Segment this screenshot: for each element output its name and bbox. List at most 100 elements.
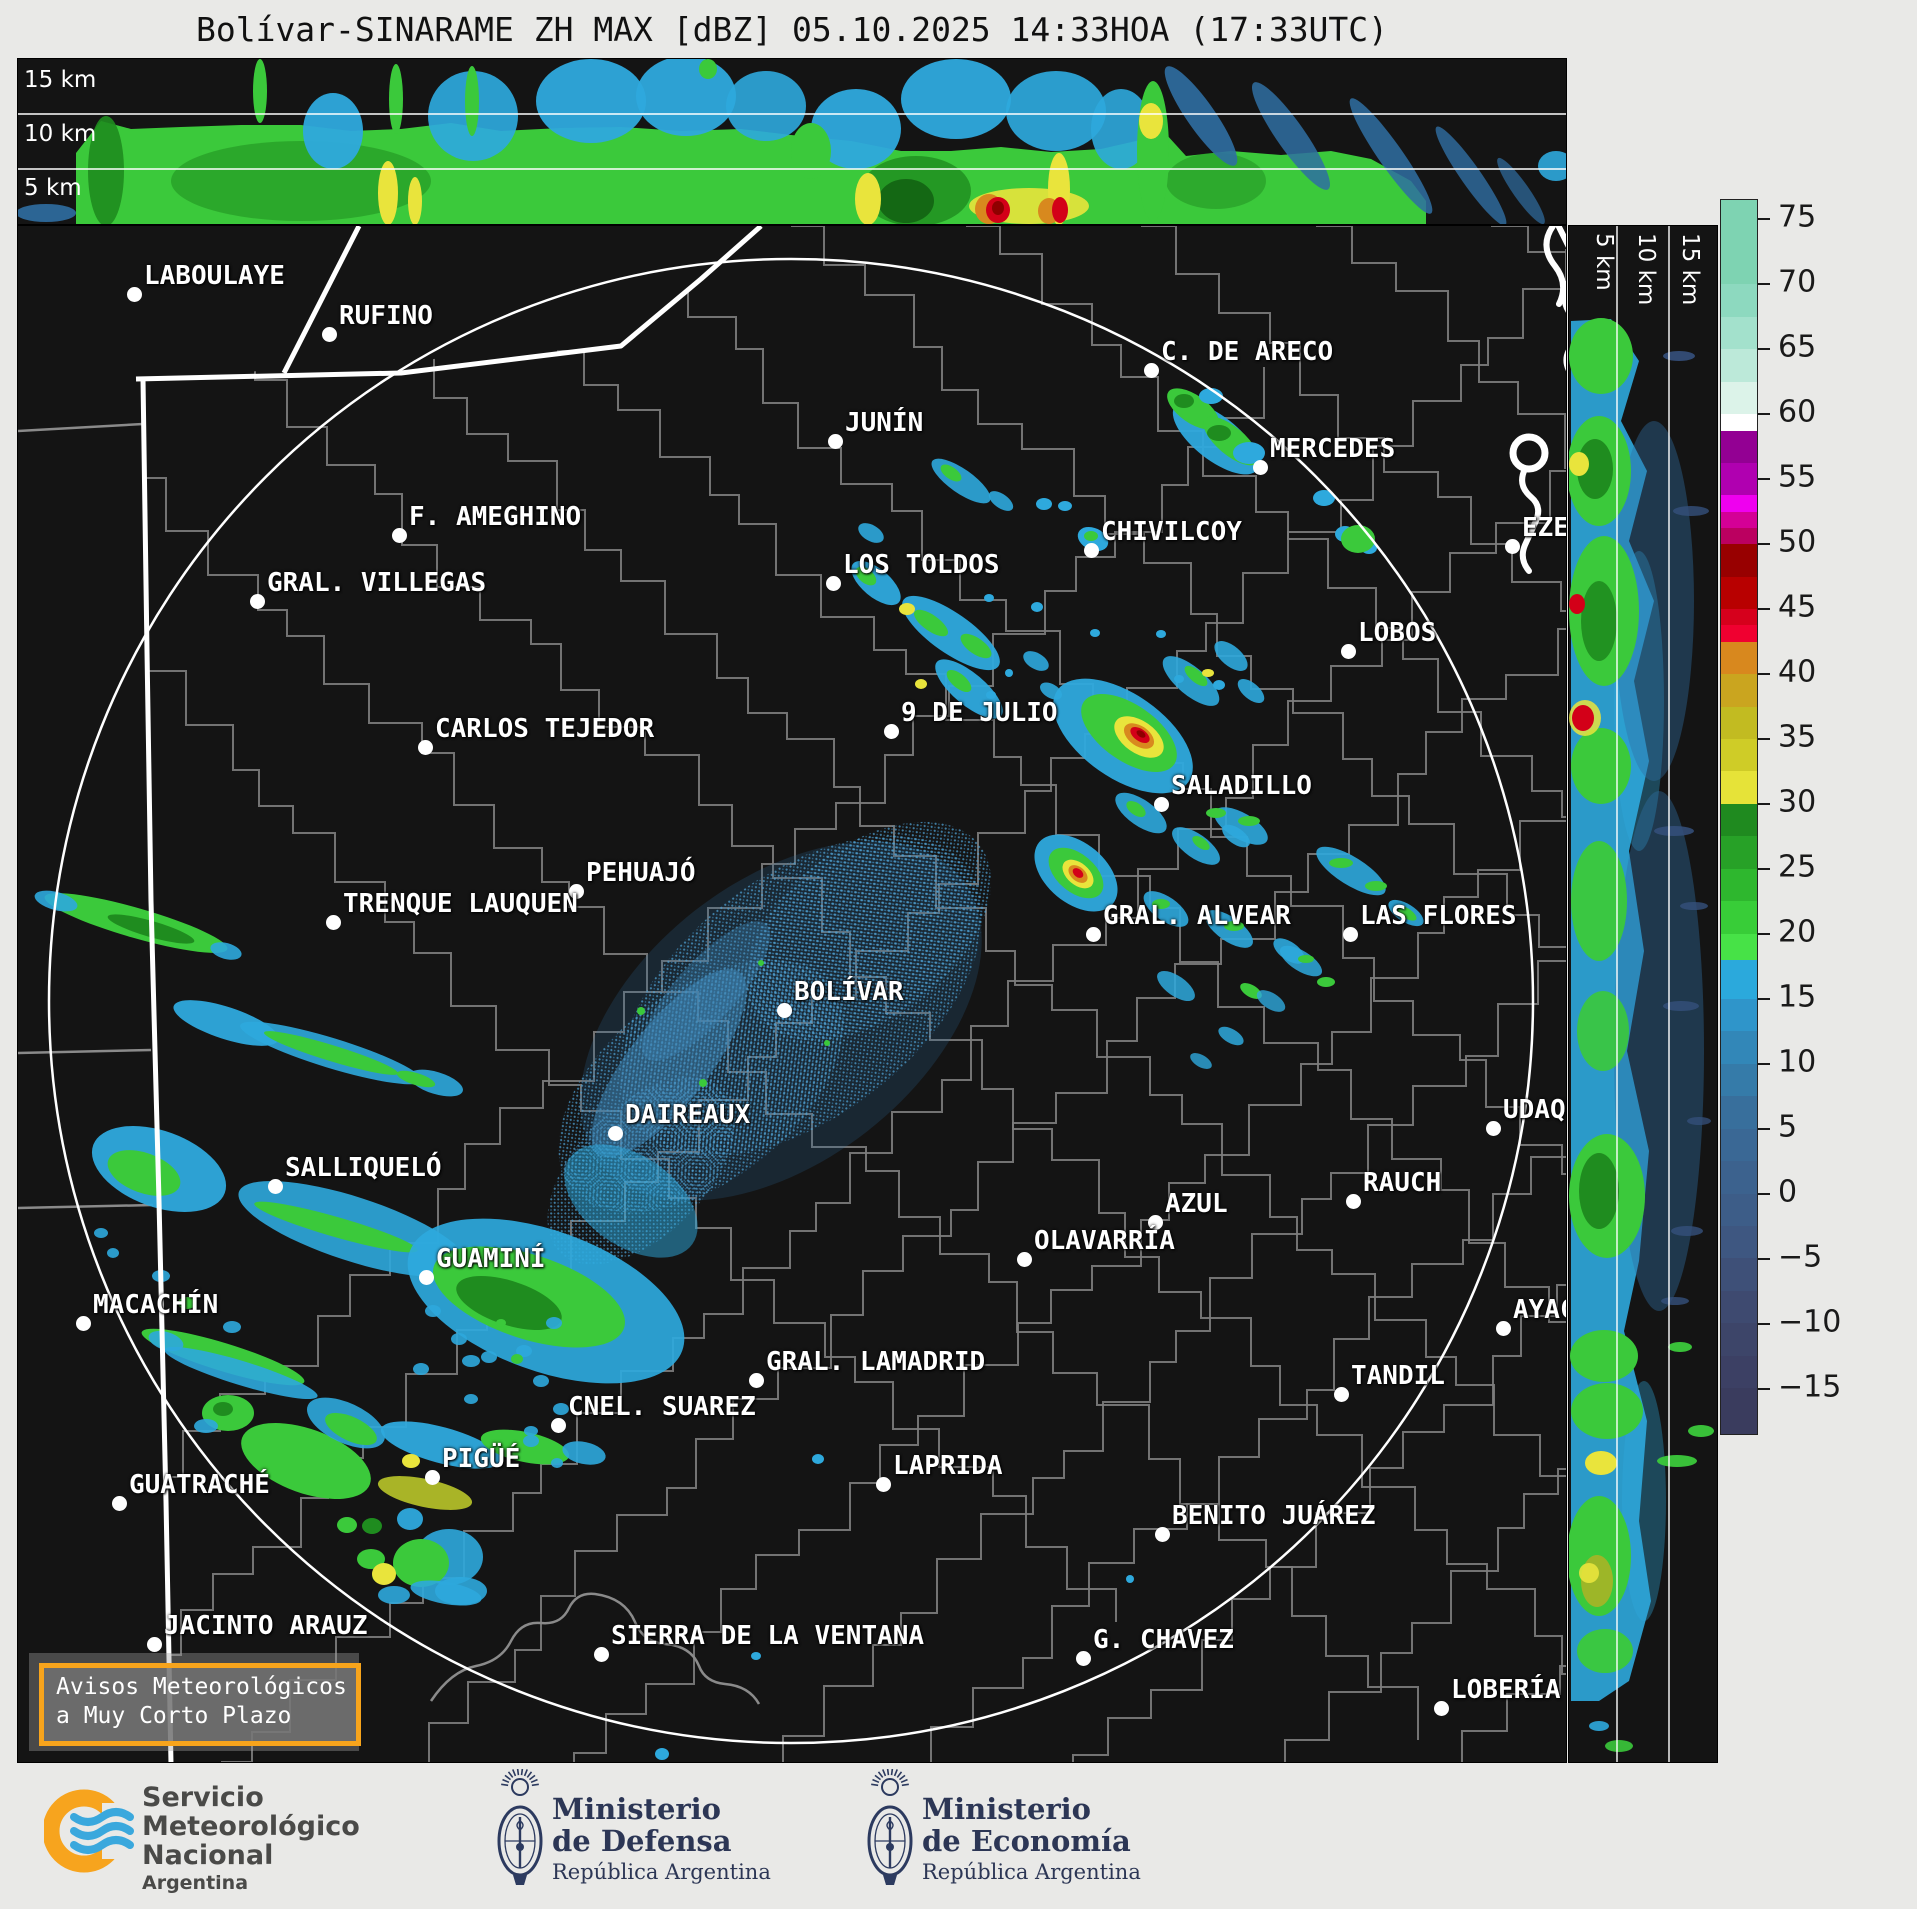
radar-echo bbox=[1577, 439, 1613, 499]
city-label: LOBERÍA bbox=[1451, 1675, 1561, 1705]
radar-echo bbox=[18, 204, 76, 222]
colorbar-segment bbox=[1721, 1388, 1757, 1434]
defensa-line1: Ministerio bbox=[552, 1792, 722, 1826]
colorbar-segment bbox=[1721, 381, 1757, 415]
radar-echo bbox=[562, 1441, 606, 1465]
side-cross-section-panel: 5 km 10 km 15 km bbox=[1568, 225, 1718, 1763]
radar-echo bbox=[1581, 581, 1617, 661]
city-dot bbox=[1486, 1121, 1501, 1136]
weather-warnings-badge-border[interactable]: Avisos Meteorológicos a Muy Corto Plazo bbox=[39, 1663, 361, 1746]
defensa-line2: de Defensa bbox=[552, 1824, 732, 1858]
radar-echo bbox=[1654, 826, 1694, 836]
county-boundary-extra bbox=[18, 422, 144, 433]
colorbar-segment bbox=[1721, 738, 1757, 772]
radar-echo bbox=[516, 1345, 532, 1357]
radar-echo bbox=[855, 566, 877, 586]
radar-echo bbox=[377, 1476, 473, 1510]
colorbar-tick-label: −15 bbox=[1778, 1368, 1842, 1404]
radar-echo bbox=[1661, 1297, 1689, 1305]
colorbar-tick bbox=[1758, 1322, 1770, 1325]
radar-echo bbox=[88, 116, 124, 224]
radar-echo bbox=[451, 1333, 467, 1345]
radar-echo bbox=[758, 960, 764, 966]
city-label: LABOULAYE bbox=[144, 261, 285, 291]
radar-echo bbox=[946, 669, 972, 693]
radar-echo bbox=[1329, 858, 1353, 868]
weather-warnings-badge[interactable]: Avisos Meteorológicos a Muy Corto Plazo bbox=[29, 1653, 361, 1751]
footer: Servicio Meteorológico Nacional Argentin… bbox=[0, 1765, 1917, 1909]
colorbar-tick-label: 0 bbox=[1778, 1174, 1798, 1210]
city-label: CHIVILCOY bbox=[1101, 517, 1242, 547]
colorbar-tick bbox=[1758, 673, 1770, 676]
radar-echo bbox=[1680, 902, 1708, 910]
radar-echo bbox=[1174, 394, 1194, 408]
city-dot bbox=[326, 915, 341, 930]
radar-echo bbox=[303, 93, 363, 169]
smn-line1: Servicio bbox=[142, 1782, 264, 1813]
radar-echo bbox=[389, 64, 403, 134]
colorbar-segment bbox=[1721, 771, 1757, 804]
radar-echo bbox=[960, 633, 992, 659]
colorbar-segment bbox=[1721, 901, 1757, 934]
radar-echo bbox=[178, 1297, 196, 1309]
radar-echo bbox=[1571, 1383, 1643, 1439]
colorbar-tick bbox=[1758, 1062, 1770, 1065]
city-label: BOLÍVAR bbox=[794, 977, 904, 1007]
radar-echo bbox=[337, 1517, 357, 1533]
colorbar-segment bbox=[1721, 1290, 1757, 1324]
city-dot bbox=[1086, 927, 1101, 942]
colorbar-tick bbox=[1758, 1257, 1770, 1260]
colorbar-segment bbox=[1721, 641, 1757, 675]
radar-echo bbox=[791, 123, 831, 179]
city-dot bbox=[1144, 363, 1159, 378]
colorbar-segment bbox=[1721, 1063, 1757, 1097]
radar-echo bbox=[372, 1563, 396, 1585]
city-label: GRAL. VILLEGAS bbox=[267, 568, 487, 598]
city-dot bbox=[594, 1647, 609, 1662]
radar-echo bbox=[1572, 705, 1594, 731]
colorbar-tick bbox=[1758, 803, 1770, 805]
radar-echo bbox=[465, 66, 479, 136]
city-label: CNEL. SUAREZ bbox=[568, 1392, 756, 1422]
radar-echo bbox=[1224, 921, 1244, 931]
km-axis-label: 10 km bbox=[24, 121, 96, 147]
colorbar-tick-label: 65 bbox=[1778, 329, 1817, 365]
radar-echo bbox=[1668, 1342, 1692, 1352]
radar-echo bbox=[901, 59, 1011, 139]
radar-echo bbox=[325, 1412, 377, 1446]
radar-echo bbox=[1023, 651, 1049, 671]
colorbar-tick bbox=[1758, 997, 1770, 1000]
radar-echo bbox=[1687, 1117, 1711, 1125]
radar-echo bbox=[253, 59, 267, 123]
radar-echo bbox=[1570, 1330, 1638, 1382]
radar-echo bbox=[1435, 126, 1507, 224]
radar-echo bbox=[591, 969, 747, 1157]
colorbar-tick bbox=[1758, 1127, 1770, 1130]
radar-echo bbox=[536, 59, 646, 143]
radar-echo bbox=[464, 1394, 478, 1404]
radar-echo bbox=[655, 1748, 669, 1760]
colorbar-segment bbox=[1721, 463, 1757, 496]
colorbar-segment bbox=[1721, 511, 1757, 528]
radar-echo bbox=[1688, 1425, 1714, 1437]
radar-echo bbox=[1156, 630, 1166, 638]
smn-line4: Argentina bbox=[142, 1872, 249, 1894]
colorbar-tick bbox=[1758, 543, 1770, 546]
city-dot bbox=[884, 724, 899, 739]
colorbar-tick-label: 50 bbox=[1778, 524, 1817, 560]
radar-echo bbox=[1577, 1629, 1633, 1673]
radar-echo bbox=[362, 1518, 382, 1534]
radar-echo bbox=[254, 1201, 418, 1253]
economia-coat-of-arms bbox=[867, 1769, 913, 1885]
radar-echo bbox=[1157, 970, 1195, 1002]
radar-echo bbox=[1192, 835, 1210, 851]
city-dot bbox=[418, 740, 433, 755]
colorbar-segment bbox=[1721, 576, 1757, 610]
smn-line3: Nacional bbox=[142, 1840, 274, 1871]
colorbar-tick-label: 60 bbox=[1778, 394, 1817, 430]
radar-echo bbox=[1579, 1153, 1619, 1229]
colorbar-segment bbox=[1721, 200, 1757, 285]
warning-line-2: a Muy Corto Plazo bbox=[56, 1703, 292, 1729]
radar-echo bbox=[1605, 1740, 1633, 1752]
radar-echo bbox=[1589, 1721, 1609, 1731]
